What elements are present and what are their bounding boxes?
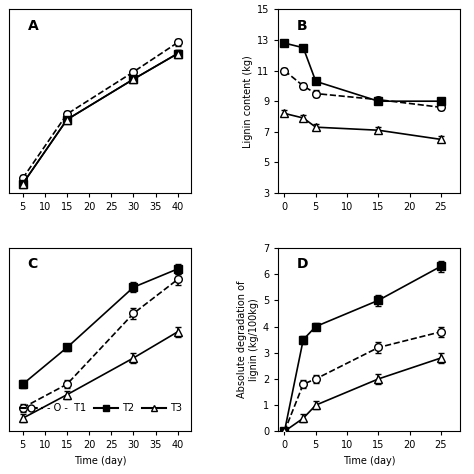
Y-axis label: Lignin content (kg): Lignin content (kg) [243,55,253,147]
X-axis label: Time (day): Time (day) [343,456,395,466]
Legend: - O -  T1, T2, T3: - O - T1, T2, T3 [15,400,186,417]
Text: A: A [27,18,38,33]
Text: D: D [296,257,308,271]
Text: B: B [296,18,307,33]
Y-axis label: Absolute degradation of
lignin (kg/100kg): Absolute degradation of lignin (kg/100kg… [237,281,259,398]
X-axis label: Time (day): Time (day) [74,456,127,466]
Text: C: C [27,257,38,271]
